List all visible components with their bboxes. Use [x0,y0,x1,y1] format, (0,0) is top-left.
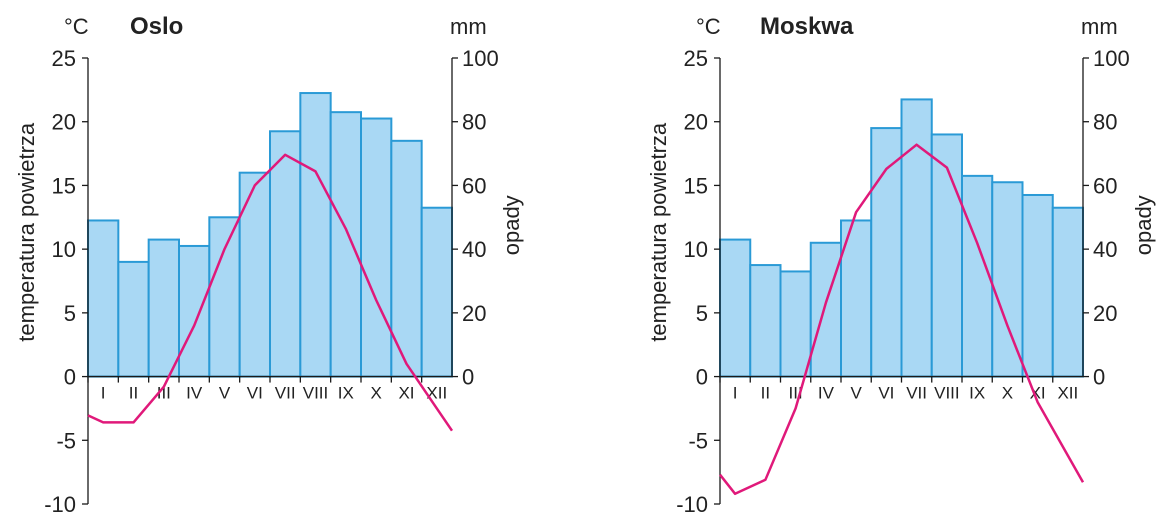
left-tick-label: 5 [696,301,708,326]
left-tick-label: -5 [56,428,76,453]
precip-bar-VIII [930,133,963,378]
month-label-XII: XII [1057,384,1078,403]
month-label-II: II [761,384,770,403]
precip-bar-IV [809,241,842,378]
chart-title: Moskwa [760,13,854,40]
right-axis-title: opady [499,195,524,255]
left-axis-title: temperatura powietrza [14,122,39,342]
right-tick-label: 60 [1093,173,1117,198]
left-tick-label: 20 [684,110,708,135]
chart-title: Oslo [130,13,183,40]
month-label-IV: IV [818,384,835,403]
precip-unit-label: mm [1081,14,1118,39]
left-tick-label: 5 [64,301,76,326]
month-label-XII: XII [426,384,447,403]
month-label-IV: IV [186,384,203,403]
left-tick-label: -5 [688,428,708,453]
precip-bar-X [360,117,393,378]
precip-bar-III [147,238,181,378]
right-tick-label: 80 [1093,110,1117,135]
month-label-VII: VII [906,384,927,403]
right-tick-label: 80 [462,110,486,135]
temperature-line [87,153,454,432]
precip-bar-III [779,270,812,378]
right-tick-label: 40 [462,237,486,262]
right-tick-label: 100 [1093,46,1130,71]
month-label-XI: XI [398,384,414,403]
month-label-X: X [370,384,381,403]
month-label-XI: XI [1030,384,1046,403]
temp-unit-label: °C [696,14,721,39]
precip-bar-IX [329,111,362,378]
right-tick-label: 20 [462,301,486,326]
left-tick-label: 25 [52,46,76,71]
month-label-IX: IX [338,384,354,403]
temp-unit-label: °C [64,14,89,39]
left-tick-label: -10 [676,492,708,517]
precip-bar-XII [1051,206,1084,378]
month-label-VIII: VIII [934,384,960,403]
right-axis-title: opady [1131,195,1156,255]
precip-bar-XI [1021,193,1054,378]
precip-bar-IV [178,244,211,378]
precip-bar-I [719,238,752,378]
precip-bar-VI [870,127,903,378]
right-tick-label: 60 [462,173,486,198]
month-label-VIII: VIII [303,384,329,403]
right-tick-label: 20 [1093,301,1117,326]
left-tick-label: -10 [44,492,76,517]
left-tick-label: 25 [684,46,708,71]
precipitation-bars [719,98,1084,378]
precip-bar-X [991,181,1024,378]
left-tick-label: 15 [52,173,76,198]
precip-unit-label: mm [450,14,487,39]
precip-bar-VI [238,171,272,378]
month-label-VII: VII [275,384,296,403]
left-tick-label: 10 [684,237,708,262]
right-tick-label: 100 [462,46,499,71]
precip-bar-XII [420,206,453,378]
precipitation-bars [87,92,453,378]
month-label-V: V [850,384,862,403]
month-label-III: III [157,384,171,403]
precip-bar-IX [961,174,994,378]
precip-bar-V [208,216,241,378]
left-tick-label: 20 [52,110,76,135]
precip-bar-I [87,219,120,378]
temperature-line [719,143,1085,496]
right-tick-label: 0 [462,365,474,390]
precip-bar-XI [390,139,423,378]
month-label-VI: VI [878,384,894,403]
left-axis-title: temperatura powietrza [646,122,671,342]
right-tick-label: 0 [1093,365,1105,390]
month-label-I: I [733,384,738,403]
right-tick-label: 40 [1093,237,1117,262]
left-tick-label: 10 [52,237,76,262]
month-label-I: I [101,384,106,403]
month-label-VI: VI [247,384,263,403]
precip-bar-VIII [299,92,332,378]
month-label-II: II [129,384,138,403]
left-tick-label: 0 [64,365,76,390]
precip-bar-VII [269,130,302,378]
precip-bar-VII [900,98,933,378]
precip-bar-II [749,264,782,378]
left-tick-label: 0 [696,365,708,390]
month-label-V: V [219,384,231,403]
month-label-IX: IX [969,384,985,403]
precip-bar-II [117,260,150,378]
left-tick-label: 15 [684,173,708,198]
month-label-X: X [1002,384,1013,403]
